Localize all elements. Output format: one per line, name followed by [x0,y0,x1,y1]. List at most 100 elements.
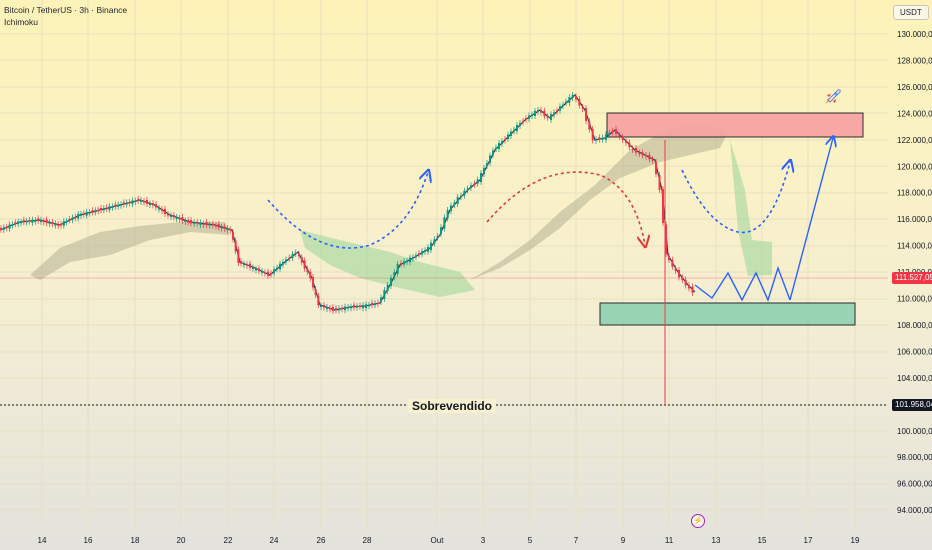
current-price-tag: 111.527,05 [892,272,932,284]
candle [279,263,281,270]
candle [114,204,117,207]
candle [688,285,690,289]
candle [353,304,355,308]
candle [282,262,284,265]
candle [383,290,386,299]
y-tick-label: 128.000,00 [897,56,932,65]
candle [20,221,22,224]
candle [28,220,31,222]
candle [164,209,166,214]
y-tick-label: 110.000,00 [897,295,932,304]
candle [187,220,190,223]
candle [476,179,479,184]
candle [57,224,60,226]
candle [40,219,42,222]
x-tick-label: 22 [224,536,233,545]
candle [240,261,242,264]
candle [134,200,137,203]
candle [155,204,157,208]
cloud-bear-1 [30,222,230,280]
candle [450,205,452,211]
candle [562,104,564,106]
symbol-title[interactable]: Bitcoin / TetherUS · 3h · Binance [4,5,128,15]
candle [37,218,40,221]
candle [513,129,515,131]
x-tick-label: 24 [270,536,279,545]
candle [48,222,51,224]
candle [60,224,62,226]
candle [317,296,320,305]
candle [249,263,251,268]
blue-arc-2 [681,162,790,234]
candle [386,285,389,291]
candle [641,152,644,156]
y-tick-label: 122.000,00 [897,136,932,145]
candle [335,308,337,311]
candle [443,217,446,229]
candle [22,219,25,223]
candle [146,200,148,204]
candle [556,110,558,112]
candle [436,236,439,238]
candle [105,207,108,210]
candle [161,209,163,211]
candle [128,201,131,204]
candle [421,251,423,255]
candle [208,224,211,226]
lightning-icon[interactable]: ⚡ [691,514,705,528]
candle [495,147,497,149]
candle [80,213,82,216]
candle [276,267,278,270]
candle [243,263,245,266]
candle [568,97,571,103]
time-axis[interactable]: 14 16 18 20 22 24 26 28 Out 3 5 7 9 11 13 15 17 19 [38,536,860,545]
chart-header: Bitcoin / TetherUS · 3h · Binance Ichimo… [4,4,127,28]
grid-lines [0,0,888,528]
candle [550,114,552,120]
candle [298,254,300,257]
candle [350,306,352,309]
ichimoku-cloud [30,124,772,297]
candle [588,121,591,130]
candle [74,216,77,219]
candle [489,155,491,163]
indicator-name[interactable]: Ichimoku [4,17,39,27]
candle [320,305,322,307]
candle [77,214,80,219]
candle [226,228,229,231]
support-zone[interactable] [599,302,856,326]
candle [565,101,567,103]
currency-badge[interactable]: USDT [893,5,929,20]
blue-arc-1 [267,172,428,249]
candle [88,212,91,214]
candle [211,223,214,226]
candle [31,219,34,223]
candle [365,304,367,308]
forecast-arrow-up [789,138,833,301]
candle [374,303,376,306]
cloud-bull-1 [300,230,475,297]
candle [427,247,429,252]
candle [338,308,340,311]
candle [668,256,670,261]
candle [473,183,476,185]
candle [303,260,306,269]
candle [223,226,226,229]
candle [217,223,220,228]
resistance-zone[interactable] [606,112,864,138]
y-tick-label: 118.000,00 [897,189,932,198]
x-tick-label: 19 [851,536,860,545]
candle [267,271,269,276]
red-arc [486,171,645,245]
x-tick-label: 17 [804,536,813,545]
candle [309,271,312,279]
candle [140,200,142,202]
cloud-bull-2 [730,140,772,276]
candle [68,218,71,221]
candle [232,232,234,240]
candles [0,92,694,314]
candle [97,209,100,212]
candle [638,152,641,155]
candle [359,305,361,307]
